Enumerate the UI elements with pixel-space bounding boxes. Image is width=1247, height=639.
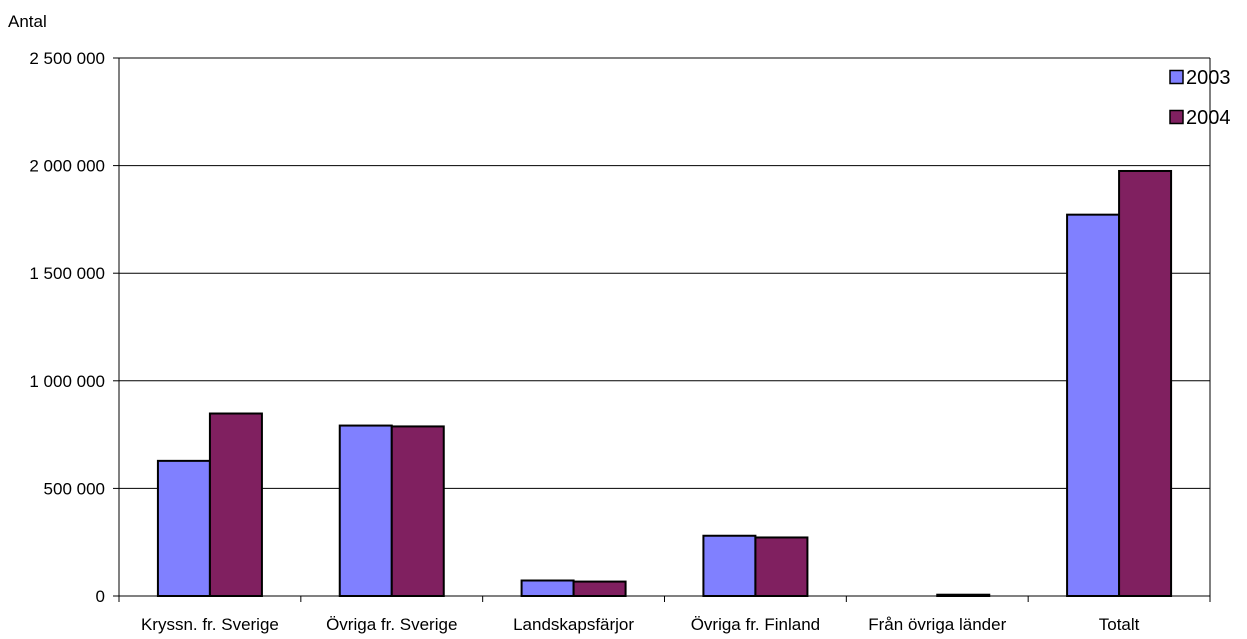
bar-2004 xyxy=(754,536,809,597)
y-tick-label: 500 000 xyxy=(44,479,105,498)
y-tick-label: 2 500 000 xyxy=(29,49,105,68)
bars xyxy=(156,169,1173,598)
bar-2004 xyxy=(390,425,445,597)
plot-frame xyxy=(118,58,1211,602)
x-tick-label: Totalt xyxy=(1099,615,1140,634)
y-tick-label: 2 000 000 xyxy=(29,157,105,176)
bar-2004 xyxy=(572,580,627,598)
y-axis: 0 500 000 1 000 000 1 500 000 2 000 000 2 500… xyxy=(29,49,119,606)
x-axis: Kryssn. fr. Sverige Övriga fr. Sverige Lan… xyxy=(118,596,1211,634)
y-tick-label: 1 000 000 xyxy=(29,372,105,391)
x-tick-label: Kryssn. fr. Sverige xyxy=(141,615,279,634)
bar-2003 xyxy=(520,579,575,598)
y-axis-title: Antal xyxy=(8,12,47,31)
x-tick-label: Från övriga länder xyxy=(868,615,1006,634)
legend-label: 2004 xyxy=(1186,107,1231,129)
gridlines xyxy=(119,57,1210,489)
bar-2003 xyxy=(338,424,393,598)
x-tick-label: Övriga fr. Finland xyxy=(691,615,820,634)
bar-2004 xyxy=(1118,169,1173,597)
y-tick-label: 0 xyxy=(96,587,105,606)
y-tick-label: 1 500 000 xyxy=(29,264,105,283)
legend-swatch-2003 xyxy=(1169,69,1184,85)
x-tick-label: Landskapsfärjor xyxy=(513,615,634,634)
bar-2004 xyxy=(208,412,263,597)
bar-2004 xyxy=(936,593,991,598)
bar-2003 xyxy=(1066,213,1121,598)
legend: 2003 2004 xyxy=(1169,67,1231,129)
legend-swatch-2004 xyxy=(1169,109,1184,125)
legend-label: 2003 xyxy=(1186,67,1231,89)
bar-2003 xyxy=(156,459,211,597)
bar-2003 xyxy=(702,534,757,598)
x-tick-label: Övriga fr. Sverige xyxy=(326,615,457,634)
